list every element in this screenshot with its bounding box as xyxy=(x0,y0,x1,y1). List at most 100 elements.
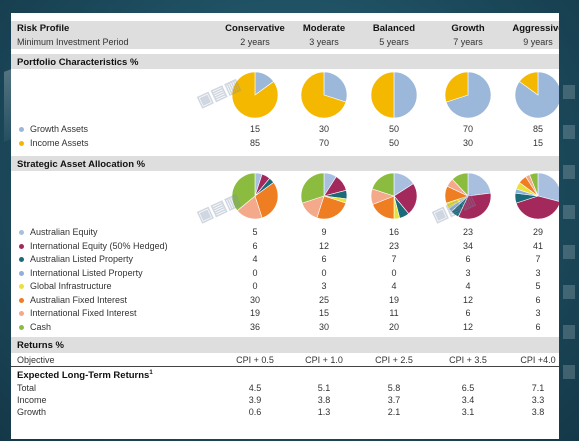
row-value: 36 xyxy=(249,321,260,332)
pie-slice xyxy=(371,172,395,197)
row-value: 5.1 xyxy=(317,383,331,393)
row-value: 2.1 xyxy=(387,407,401,417)
row-value: 29 xyxy=(532,227,543,237)
portfolio-title: Portfolio Characteristics % xyxy=(17,57,139,68)
row-value: 4 xyxy=(252,254,258,264)
pie-slice xyxy=(300,172,325,204)
objective-value: CPI + 3.5 xyxy=(449,355,487,365)
pie-chart xyxy=(514,172,559,220)
pie-slice xyxy=(451,172,469,197)
row-value: 30 xyxy=(318,124,329,134)
row-value: 15 xyxy=(249,124,260,134)
row-value: 7 xyxy=(391,254,397,264)
row-value: 19 xyxy=(249,308,260,318)
row-value: 12 xyxy=(462,294,473,305)
pie-slice xyxy=(393,71,418,119)
portfolio-band xyxy=(11,54,559,69)
pie-chart xyxy=(444,71,492,119)
min-period-label: Minimum Investment Period xyxy=(17,37,129,47)
row-value: 5.8 xyxy=(387,383,401,393)
row-label: Growth xyxy=(17,407,47,417)
pie-slice xyxy=(444,71,469,103)
pie-slice xyxy=(518,71,539,96)
row-label: International Equity (50% Hedged) xyxy=(30,240,168,251)
watermark-stripe-right xyxy=(563,85,575,385)
row-value: 19 xyxy=(388,294,399,305)
row-value: 3 xyxy=(535,267,541,278)
row-value: 12 xyxy=(318,240,329,251)
pie-slice xyxy=(467,172,492,197)
column-header-moderate: Moderate xyxy=(302,23,346,34)
legend-dot xyxy=(19,297,24,303)
row-value: 25 xyxy=(318,294,329,305)
header-band xyxy=(11,21,559,49)
row-value: 0 xyxy=(252,281,258,291)
column-header-balanced: Balanced xyxy=(372,23,416,34)
legend-dot xyxy=(19,243,24,249)
pie-chart xyxy=(231,71,279,119)
row-value: 30 xyxy=(462,137,473,148)
expected-returns-title: Expected Long-Term Returns1 xyxy=(17,370,153,381)
allocation-title: Strategic Asset Allocation % xyxy=(17,159,146,170)
pie-slice xyxy=(316,195,347,220)
pie-slice xyxy=(323,71,348,103)
row-value: 3.7 xyxy=(387,395,401,405)
legend-dot xyxy=(19,270,24,276)
row-value: 6 xyxy=(465,308,471,318)
row-value: 0.6 xyxy=(248,407,262,417)
row-value: 3.3 xyxy=(531,395,545,405)
row-value: 30 xyxy=(318,321,329,332)
row-value: 23 xyxy=(462,227,473,237)
period-value: 2 years xyxy=(240,37,270,47)
column-header-growth: Growth xyxy=(451,23,485,34)
row-value: 50 xyxy=(388,124,399,134)
pie-slice xyxy=(445,71,492,119)
row-label: Income Assets xyxy=(30,137,89,148)
expected-returns-text: Expected Long-Term Returns xyxy=(17,370,150,382)
row-value: 9 xyxy=(321,227,327,237)
row-value: 0 xyxy=(321,267,327,278)
objective-value: CPI + 2.5 xyxy=(375,355,413,365)
row-label: Total xyxy=(17,383,37,393)
pie-chart xyxy=(370,71,418,119)
row-label: Cash xyxy=(30,321,52,332)
column-header-conservative: Conservative xyxy=(225,23,285,34)
legend-dot xyxy=(19,257,24,262)
row-value: 30 xyxy=(249,294,260,305)
row-value: 41 xyxy=(532,240,543,251)
pie-slice xyxy=(300,71,347,119)
objective-label: Objective xyxy=(17,355,55,365)
row-value: 34 xyxy=(462,240,473,251)
pie-slice xyxy=(514,71,559,119)
returns-title: Returns % xyxy=(17,340,64,351)
row-value: 4.5 xyxy=(248,383,262,393)
pie-slice xyxy=(231,172,256,212)
row-value: 6 xyxy=(535,321,541,332)
row-value: 3.8 xyxy=(531,407,545,417)
legend-dot xyxy=(19,311,24,316)
row-label: Income xyxy=(17,395,47,405)
pie-slice xyxy=(254,182,279,219)
legend-dot xyxy=(19,127,24,132)
row-value: 3 xyxy=(321,281,327,291)
row-value: 6 xyxy=(465,254,471,264)
period-value: 5 years xyxy=(379,37,409,47)
row-value: 3.9 xyxy=(248,395,262,405)
row-value: 15 xyxy=(318,308,329,318)
row-value: 20 xyxy=(388,321,399,332)
row-value: 6 xyxy=(535,294,541,305)
row-value: 85 xyxy=(249,137,260,148)
row-value: 0 xyxy=(252,267,258,278)
pie-slice xyxy=(515,195,559,220)
row-value: 3 xyxy=(535,308,541,318)
row-value: 11 xyxy=(389,308,399,318)
pie-slice xyxy=(529,172,539,197)
returns-divider xyxy=(11,366,559,367)
objective-value: CPI + 0.5 xyxy=(236,355,274,365)
row-value: 3 xyxy=(465,267,471,278)
legend-dot xyxy=(19,284,24,289)
pie-slice xyxy=(393,183,418,215)
pie-slice xyxy=(370,71,395,119)
row-value: 12 xyxy=(462,321,473,332)
row-value: 7 xyxy=(535,254,541,264)
